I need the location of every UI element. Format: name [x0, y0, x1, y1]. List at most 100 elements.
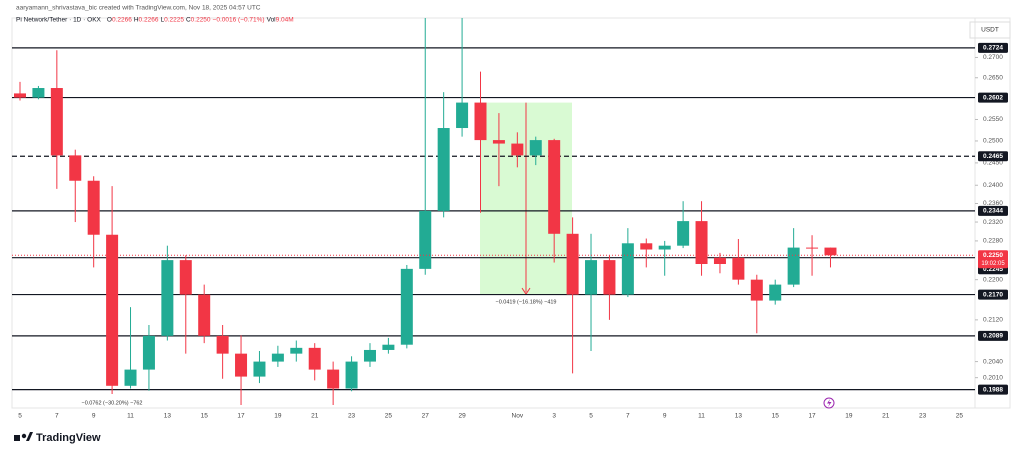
candle-body: [69, 155, 82, 181]
plot-area: [12, 18, 975, 405]
candle-body: [474, 102, 487, 141]
candle-body: [677, 221, 690, 246]
candle-body: [290, 347, 303, 354]
y-tick-label: 0.2550: [983, 116, 1003, 123]
currency: USDT: [981, 27, 999, 34]
x-tick-label: 27: [422, 413, 430, 420]
x-tick-label: 23: [919, 413, 927, 420]
volume-label: Vol: [267, 17, 277, 24]
x-tick-label: 19: [274, 413, 282, 420]
candle-body: [363, 349, 376, 362]
y-tick-label: 0.2200: [983, 276, 1003, 283]
y-tick-label: 0.2120: [983, 317, 1003, 324]
candle-body: [750, 279, 763, 301]
x-tick-label: 7: [626, 413, 630, 420]
candle-body: [124, 369, 137, 386]
level-label-box: [978, 205, 1008, 216]
x-tick-label: 9: [92, 413, 96, 420]
level-label: 0.2724: [983, 45, 1003, 52]
candle-body: [179, 260, 192, 295]
x-tick-label: 23: [348, 413, 356, 420]
candle-body: [456, 102, 469, 129]
level-label: 0.2465: [983, 153, 1003, 160]
y-tick-label: 0.2650: [983, 74, 1003, 81]
change: −0.0016 (−0.71%): [213, 17, 265, 24]
level-label: 0.1988: [983, 386, 1003, 393]
current-price-box: [978, 250, 1008, 269]
attribution: aaryamann_shrivastava_bic created with T…: [16, 5, 261, 12]
candle-body: [419, 210, 432, 269]
level-label-box: [978, 92, 1008, 103]
x-tick-label: 3: [552, 413, 556, 420]
candle-body: [308, 347, 321, 370]
brand: TradingView: [14, 432, 101, 444]
y-tick-label: 0.2040: [983, 358, 1003, 365]
x-tick-label: 21: [311, 413, 319, 420]
logo-mark: [14, 435, 20, 441]
candle-body: [382, 344, 395, 350]
y-tick-label: 0.2010: [983, 374, 1003, 381]
x-tick-label: 5: [589, 413, 593, 420]
level-label-box: [978, 289, 1008, 300]
candle-body: [492, 140, 505, 144]
y-tick-label: 0.2320: [983, 219, 1003, 226]
x-tick-label: 25: [956, 413, 964, 420]
x-tick-label: 7: [55, 413, 59, 420]
candle-body: [806, 247, 819, 249]
x-tick-label: 11: [127, 413, 134, 420]
candle-body: [87, 180, 100, 235]
candle-body: [529, 140, 542, 156]
x-tick-label: 15: [772, 413, 780, 420]
alert-icon: [823, 397, 835, 409]
volume-value: 9.04M: [276, 17, 294, 24]
current-price-label: 0.2250: [983, 252, 1003, 259]
x-tick-label: 21: [882, 413, 890, 420]
x-tick-label: 17: [237, 413, 245, 420]
level-label-box: [978, 42, 1008, 53]
ohlc-value: 0.2266: [112, 17, 132, 24]
level-label-box: [978, 330, 1008, 341]
candle-body: [585, 260, 598, 295]
x-tick-label: 25: [385, 413, 393, 420]
candle-body: [603, 260, 616, 295]
candle-body: [621, 243, 634, 295]
x-tick-label: Nov: [512, 413, 524, 420]
y-tick-label: 0.2280: [983, 238, 1003, 245]
candle-body: [400, 268, 413, 345]
candle-body: [787, 247, 800, 285]
x-tick-label: 29: [458, 413, 466, 420]
x-tick-label: 15: [201, 413, 209, 420]
logo-slash: [26, 432, 33, 441]
level-label-box: [978, 151, 1008, 162]
candle-body: [106, 234, 119, 386]
candle-body: [32, 88, 45, 98]
y-tick-label: 0.2400: [983, 182, 1003, 189]
candle-body: [14, 93, 26, 98]
alert-bolt: [827, 399, 832, 407]
level-label: 0.2602: [983, 94, 1003, 101]
ohlc-value: 0.2250: [191, 17, 211, 24]
y-tick-label: 0.2360: [983, 200, 1003, 207]
candle-body: [640, 243, 653, 250]
x-tick-label: 9: [663, 413, 667, 420]
candle-body: [253, 361, 266, 377]
x-tick-label: 5: [18, 413, 22, 420]
candle-body: [824, 247, 837, 256]
candle-body: [769, 284, 782, 301]
candle-body: [732, 257, 745, 280]
candle-body: [548, 140, 561, 234]
candle-body: [235, 353, 248, 377]
x-tick-label: 13: [735, 413, 743, 420]
candle-body: [713, 257, 726, 264]
ohlc-label: H: [134, 17, 139, 24]
x-tick-label: 11: [698, 413, 705, 420]
level-label: 0.2089: [983, 333, 1003, 340]
candle-body: [566, 233, 579, 295]
measure-label: −0.0419 (−16.18%) −419: [495, 299, 556, 305]
ohlc-label: O: [107, 17, 112, 24]
candle-body: [658, 245, 671, 250]
candle-body: [161, 260, 174, 336]
countdown: 19:02:05: [981, 261, 1005, 267]
x-tick-label: 19: [845, 413, 853, 420]
